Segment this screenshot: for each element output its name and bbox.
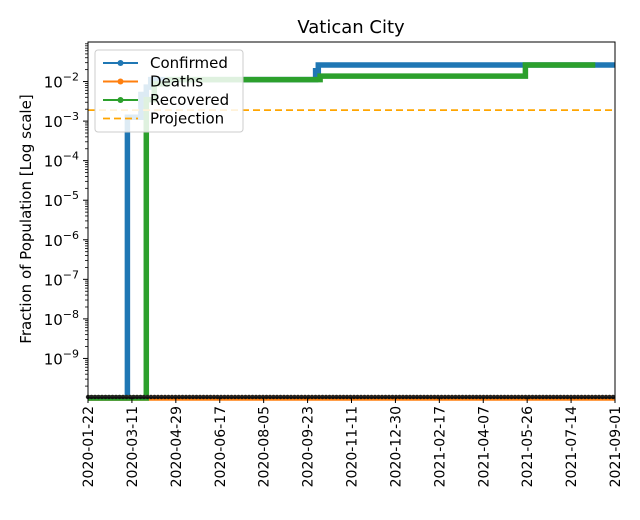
x-tick-label: 2021-04-07 [476, 406, 492, 487]
x-tick-label: 2021-02-17 [432, 406, 448, 487]
x-tick-label: 2020-12-30 [388, 406, 404, 487]
legend-marker-recovered [117, 97, 124, 103]
y-axis: 10−9 10−8 10−7 10−6 10−5 10−4 10−3 10−2 [44, 43, 88, 387]
x-tick-label: 2020-11-11 [345, 406, 361, 487]
x-tick-label: 2020-06-17 [213, 406, 229, 487]
x-tick-label: 2020-03-11 [125, 406, 141, 487]
legend-marker-deaths [117, 78, 124, 85]
y-tick-label: 10−5 [44, 189, 79, 210]
x-tick-label: 2020-04-29 [169, 406, 185, 487]
legend-label-deaths: Deaths [150, 73, 203, 91]
x-tick-label: 2021-07-14 [564, 406, 580, 487]
y-tick-label: 10−2 [44, 71, 79, 92]
y-tick-label: 10−6 [44, 229, 79, 250]
x-tick-label: 2021-09-01 [608, 406, 624, 487]
x-tick-label: 2020-08-05 [257, 406, 273, 487]
legend-label-projection: Projection [150, 110, 224, 128]
y-axis-label: Fraction of Population [Log scale] [17, 94, 35, 343]
y-tick-label: 10−7 [44, 268, 79, 289]
y-tick-label: 10−4 [44, 150, 79, 171]
legend-marker-confirmed [117, 60, 124, 66]
x-tick-label: 2020-09-23 [301, 406, 317, 487]
legend-box [94, 49, 244, 133]
legend-label-confirmed: Confirmed [150, 54, 228, 72]
y-tick-label: 10−3 [44, 110, 79, 131]
x-tick-label: 2021-05-26 [520, 406, 536, 487]
x-tick-label: 2020-01-22 [81, 406, 97, 487]
y-tick-label: 10−8 [44, 308, 79, 329]
x-axis: 2020-01-22 2020-03-11 2020-04-29 2020-06-17… [81, 398, 624, 487]
y-tick-label: 10−9 [44, 347, 79, 368]
baseline-markers [85, 394, 616, 400]
legend-label-recovered: Recovered [150, 91, 229, 109]
chart-title: Vatican City [297, 17, 405, 38]
